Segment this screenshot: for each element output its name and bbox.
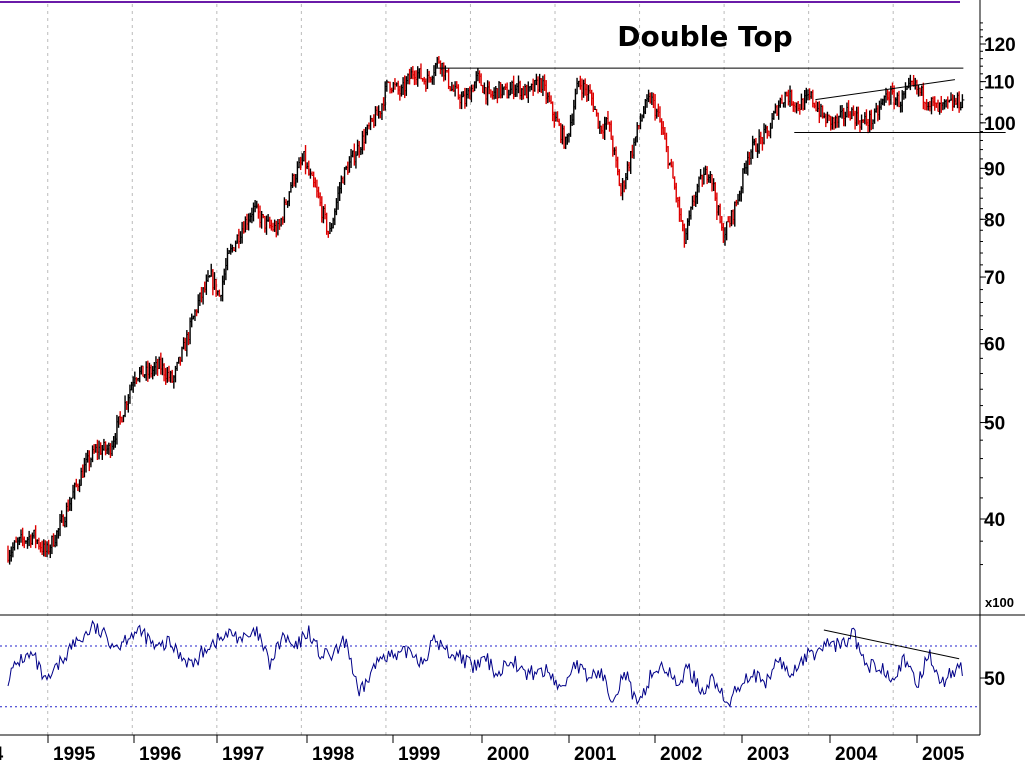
y-tick-label: 70 (984, 268, 1005, 289)
x-axis: 94 1995 1996 1997 1998 1999 2000 2001 2002 2003 20… (0, 735, 965, 765)
x-tick-label: 2002 (660, 744, 702, 765)
falling_trendline-line (823, 629, 960, 660)
price-y-axis: 40 50 60 70 80 90 100 110 120 (980, 22, 1016, 566)
y-tick-label: 110 (984, 73, 1015, 94)
chart-title: Double Top (617, 20, 792, 53)
x-tick-label: 94 (0, 744, 4, 765)
y-tick-label: 40 (984, 510, 1005, 531)
x-tick-label: 1998 (312, 744, 354, 765)
price-bars (7, 56, 965, 565)
y-tick-label: 90 (984, 159, 1005, 180)
price-annotations (434, 67, 1006, 133)
x-tick-label: 1995 (53, 744, 96, 765)
y-tick-label: 60 (984, 335, 1005, 356)
momentum-line (7, 619, 963, 708)
x-tick-label: 2005 (922, 744, 965, 765)
y-tick-label: 120 (984, 35, 1016, 56)
x-tick-label: 1999 (398, 744, 440, 765)
x-tick-label: 1996 (139, 744, 181, 765)
momentum-panel (0, 619, 980, 708)
x-tick-label: 1997 (222, 744, 264, 765)
momentum-scale-label: x100 (985, 595, 1014, 610)
x-tick-label: 2000 (487, 744, 529, 765)
x-tick-label: 2001 (574, 744, 617, 765)
x-tick-label: 2003 (747, 744, 789, 765)
vertical-grid (47, 4, 894, 735)
y-tick-label: 80 (984, 210, 1005, 231)
rising_trendline-line (815, 79, 955, 101)
y-tick-label: 100 (984, 114, 1016, 135)
momentum-tick-label: 50 (984, 669, 1005, 690)
x-tick-label: 2004 (835, 744, 878, 765)
momentum-y-axis: 50 (980, 669, 1005, 690)
y-tick-label: 50 (984, 414, 1005, 435)
chart-frame (0, 0, 1025, 736)
